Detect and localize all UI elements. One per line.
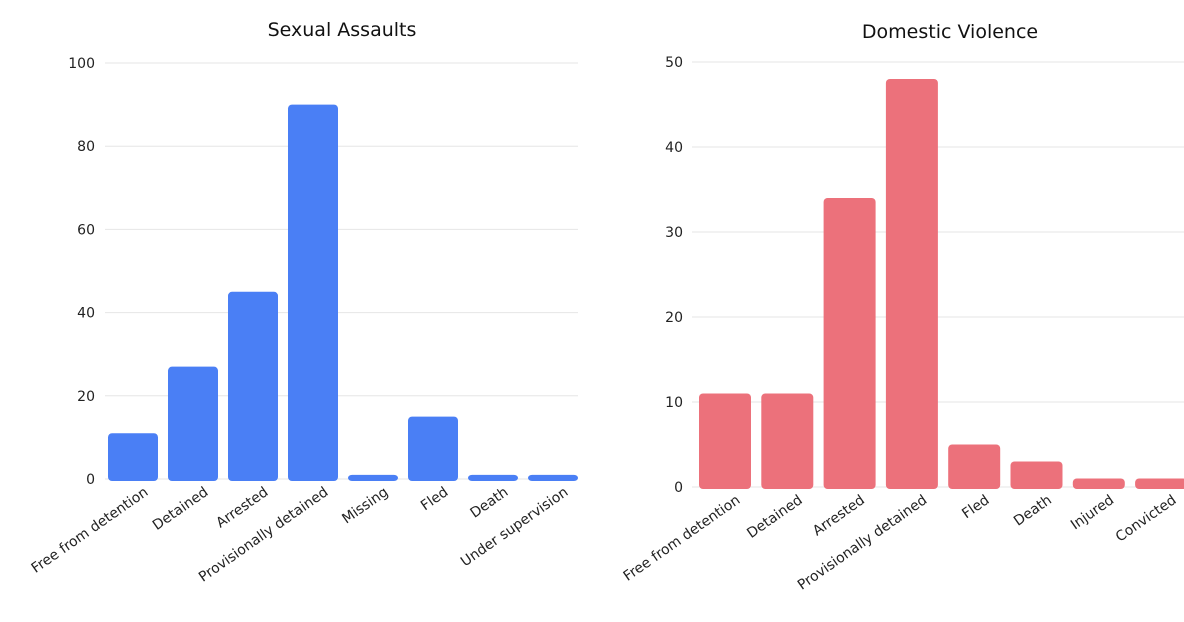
sexual-assaults-y-tick-label: 60 [77, 222, 95, 238]
domestic-violence-bar [823, 198, 876, 489]
domestic-violence-category-label: Free from detention [621, 492, 744, 585]
domestic-violence-bar [885, 79, 938, 489]
domestic-violence-category-label: Convicted [1113, 492, 1180, 545]
sexual-assaults-y-tick-label: 80 [77, 139, 95, 155]
domestic-violence-y-tick-label: 10 [665, 395, 683, 411]
domestic-violence-category-label: Death [1011, 492, 1055, 529]
sexual-assaults-bar [288, 104, 338, 481]
sexual-assaults-bar [468, 474, 518, 481]
sexual-assaults-category-label: Arrested [213, 484, 271, 531]
sexual-assaults-chart: Sexual Assaults 0 20 40 60 80 100 Free from det… [29, 19, 578, 586]
sexual-assaults-bar [168, 366, 218, 481]
domestic-violence-bar [948, 444, 1001, 489]
sexual-assaults-bar [408, 416, 458, 481]
domestic-violence-bar [699, 393, 751, 489]
domestic-violence-category-label: Detained [744, 492, 805, 542]
sexual-assaults-bar [348, 474, 398, 481]
sexual-assaults-category-label: Missing [339, 484, 391, 527]
domestic-violence-y-tick-label: 40 [665, 140, 683, 156]
domestic-violence-category-label: Fled [959, 492, 992, 522]
domestic-violence-bar [1135, 478, 1184, 489]
domestic-violence-title: Domestic Violence [862, 21, 1038, 43]
sexual-assaults-bar [528, 474, 578, 481]
domestic-violence-bar [761, 393, 814, 489]
domestic-violence-chart: Domestic Violence 0 10 20 30 40 50 Free from de… [621, 21, 1184, 594]
domestic-violence-y-tick-label: 50 [665, 55, 683, 71]
domestic-violence-bar [1010, 461, 1063, 489]
sexual-assaults-y-tick-label: 40 [77, 306, 95, 322]
domestic-violence-bar [1072, 478, 1125, 489]
domestic-violence-y-tick-label: 30 [665, 225, 683, 241]
sexual-assaults-y-tick-label: 20 [77, 389, 95, 405]
domestic-violence-y-tick-label: 20 [665, 310, 683, 326]
sexual-assaults-category-label: Free from detention [29, 484, 152, 577]
sexual-assaults-y-tick-label: 0 [86, 472, 95, 488]
domestic-violence-category-label: Arrested [810, 492, 868, 539]
sexual-assaults-bar [228, 291, 278, 481]
sexual-assaults-y-tick-label: 100 [68, 56, 95, 72]
sexual-assaults-bar [108, 433, 158, 481]
sexual-assaults-category-label: Fled [418, 484, 451, 514]
sexual-assaults-title: Sexual Assaults [268, 19, 417, 41]
domestic-violence-y-tick-label: 0 [674, 480, 683, 496]
sexual-assaults-category-label: Death [467, 484, 511, 521]
sexual-assaults-category-label: Detained [150, 484, 211, 534]
domestic-violence-category-label: Injured [1068, 492, 1117, 533]
sexual-assaults-category-label: Under supervision [458, 484, 571, 570]
